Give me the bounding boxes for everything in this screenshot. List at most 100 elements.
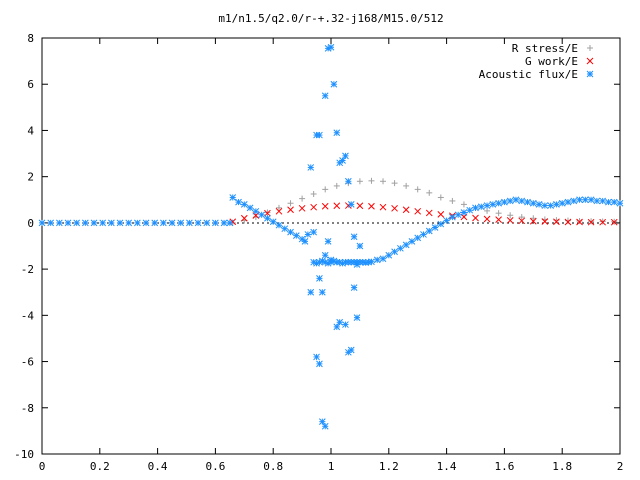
data-point-2 (168, 219, 176, 227)
data-point-2 (258, 211, 265, 219)
data-point-2 (460, 209, 468, 216)
y-tick-label: 4 (27, 124, 34, 137)
data-point-2 (281, 225, 289, 233)
legend-label: R stress/E (512, 42, 578, 55)
data-point-2 (339, 157, 346, 164)
data-point-0 (507, 212, 514, 219)
data-point-2 (194, 219, 202, 227)
data-point-2 (466, 206, 474, 214)
data-point-2 (437, 220, 445, 228)
data-point-2 (564, 198, 572, 206)
data-point-2 (353, 261, 361, 268)
data-point-1 (587, 218, 595, 226)
data-point-2 (506, 197, 514, 205)
x-tick-label: 1.4 (437, 460, 457, 473)
data-point-0 (495, 210, 502, 217)
x-tick-label: 0.4 (148, 460, 168, 473)
y-tick-label: -10 (14, 448, 34, 461)
data-point-2 (472, 204, 479, 212)
data-point-1 (275, 207, 283, 215)
data-point-2 (420, 231, 427, 238)
chart-title: m1/n1.5/q2.0/r-+.32-j168/M15.0/512 (218, 12, 443, 25)
data-point-2 (316, 275, 323, 282)
x-tick-label: 1 (328, 460, 335, 473)
data-point-1 (553, 218, 560, 226)
data-point-2 (576, 196, 583, 204)
data-point-0 (530, 215, 537, 222)
data-point-2 (495, 199, 502, 207)
data-point-2 (581, 196, 589, 204)
data-point-2 (373, 256, 381, 264)
data-point-0 (403, 182, 410, 189)
data-point-2 (397, 244, 404, 252)
data-point-1 (529, 217, 537, 225)
legend-marker (586, 57, 594, 65)
data-point-2 (275, 221, 283, 229)
x-tick-label: 1.8 (552, 460, 572, 473)
x-tick-label: 0.8 (263, 460, 283, 473)
data-point-0 (460, 201, 467, 208)
y-tick-label: -6 (21, 356, 34, 369)
data-point-2 (246, 204, 254, 212)
y-tick-label: 6 (27, 78, 34, 91)
data-point-2 (501, 198, 508, 206)
data-point-2 (553, 201, 560, 208)
data-point-0 (426, 189, 433, 196)
x-tick-label: 1.2 (379, 460, 399, 473)
data-point-1 (576, 218, 583, 226)
data-point-2 (108, 219, 115, 227)
data-point-2 (269, 218, 277, 226)
data-point-2 (570, 197, 578, 205)
data-point-2 (535, 201, 543, 208)
data-point-2 (541, 202, 549, 209)
data-point-0 (380, 178, 387, 185)
y-tick-label: -8 (21, 402, 34, 415)
data-point-1 (610, 218, 618, 226)
data-point-0 (368, 177, 375, 184)
data-point-2 (304, 231, 312, 238)
data-point-0 (576, 218, 583, 225)
data-point-2 (55, 219, 63, 227)
data-point-2 (518, 197, 526, 205)
data-point-0 (333, 182, 340, 189)
data-point-1 (240, 214, 248, 222)
data-point-2 (368, 258, 375, 266)
data-point-2 (160, 219, 167, 227)
data-point-1 (391, 204, 398, 212)
data-point-2 (616, 199, 624, 207)
data-point-2 (414, 234, 422, 242)
x-tick-label: 2 (617, 460, 624, 473)
data-point-1 (541, 218, 549, 225)
data-point-1 (356, 202, 364, 210)
y-tick-label: 8 (27, 32, 34, 45)
data-point-0 (449, 197, 456, 204)
plot-frame (41, 37, 621, 455)
data-point-2 (321, 251, 329, 259)
data-point-2 (385, 251, 393, 259)
data-point-2 (558, 199, 566, 207)
data-point-2 (391, 248, 398, 256)
data-point-2 (347, 201, 355, 208)
data-point-2 (529, 199, 537, 207)
data-point-1 (437, 210, 445, 218)
data-point-2 (235, 198, 242, 206)
legend-marker (587, 45, 593, 51)
data-point-2 (342, 152, 349, 160)
data-point-2 (489, 201, 497, 208)
data-point-2 (90, 219, 98, 227)
data-point-2 (350, 233, 358, 241)
data-point-2 (203, 219, 211, 227)
data-point-0 (310, 191, 317, 197)
legend-marker (586, 70, 594, 78)
data-point-0 (299, 195, 306, 202)
data-point-2 (342, 321, 349, 328)
data-point-1 (414, 207, 422, 215)
data-point-1 (425, 209, 433, 217)
data-point-1 (264, 209, 271, 217)
data-point-2 (316, 131, 323, 139)
data-point-2 (599, 197, 607, 205)
data-point-2 (524, 198, 531, 206)
